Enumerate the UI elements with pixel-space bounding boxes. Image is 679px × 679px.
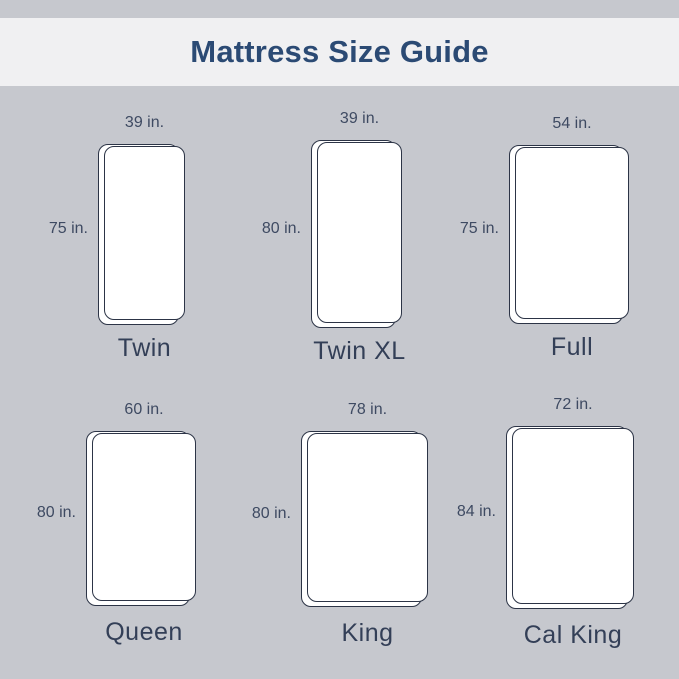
length-dimension-label: 80 in. xyxy=(261,219,301,237)
page-title: Mattress Size Guide xyxy=(190,34,489,69)
mattress-name-label: Twin xyxy=(117,334,172,362)
mattress-diagram xyxy=(311,140,402,328)
length-dimension-label: 80 in. xyxy=(251,504,291,522)
mattress-name-label: King xyxy=(341,619,394,647)
mattress-queen: 60 in. 80 in. Queen xyxy=(37,401,196,646)
width-dimension-label: 78 in. xyxy=(347,401,388,418)
mattress-full: 54 in. 75 in. Full xyxy=(460,115,629,361)
mattress-name-label: Cal King xyxy=(523,621,623,649)
mattress-diagram xyxy=(506,426,634,609)
mattress-front-layer xyxy=(92,433,196,601)
mattress-diagram xyxy=(301,431,428,607)
mattress-name-label: Full xyxy=(550,333,594,361)
mattress-name-label: Queen xyxy=(105,618,183,646)
mattress-king: 78 in. 80 in. King xyxy=(252,401,428,647)
mattress-twin: 39 in. 75 in. Twin xyxy=(49,114,185,362)
mattress-cal-king: 72 in. 84 in. Cal King xyxy=(457,396,634,649)
mattress-front-layer xyxy=(515,147,629,319)
mattress-front-layer xyxy=(307,433,428,602)
width-dimension-label: 54 in. xyxy=(552,115,592,132)
mattress-diagram xyxy=(86,431,196,606)
mattress-diagram xyxy=(98,144,185,325)
header-band: Mattress Size Guide xyxy=(0,18,679,86)
length-dimension-label: 75 in. xyxy=(48,220,88,237)
mattress-twin-xl: 39 in. 80 in. Twin XL xyxy=(262,110,405,365)
width-dimension-label: 39 in. xyxy=(124,114,165,131)
mattress-front-layer xyxy=(104,146,185,320)
length-dimension-label: 75 in. xyxy=(459,220,499,237)
mattress-name-label: Twin XL xyxy=(313,337,406,365)
mattress-diagram xyxy=(509,145,629,324)
length-dimension-label: 80 in. xyxy=(36,504,76,521)
width-dimension-label: 60 in. xyxy=(124,401,164,418)
mattress-front-layer xyxy=(317,142,402,323)
width-dimension-label: 72 in. xyxy=(553,396,593,413)
length-dimension-label: 84 in. xyxy=(456,503,496,520)
mattress-front-layer xyxy=(512,428,634,604)
width-dimension-label: 39 in. xyxy=(339,110,380,127)
